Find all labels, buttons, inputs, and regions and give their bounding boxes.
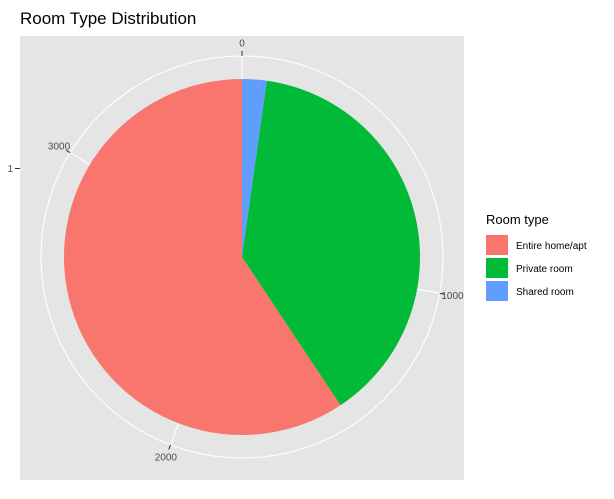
legend-label-entire-home-apt: Entire home/apt [516,241,587,252]
legend-key-shared-room [486,281,508,301]
theta-tick-mark [168,444,171,450]
pie-slice-shared-room [242,79,267,257]
legend-label-shared-room: Shared room [516,287,574,298]
theta-tick-label: 0 [239,39,245,50]
legend-title: Room type [486,212,549,227]
theta-tick-label: 3000 [48,141,71,152]
theta-tick-label: 2000 [155,453,178,464]
legend-key-private-room [486,258,508,278]
theta-tick-mark [439,292,445,295]
legend-key-entire-home-apt [486,235,508,255]
legend-label-private-room: Private room [516,264,573,275]
theta-tick-mark [65,149,71,154]
pie-slice-entire-home-apt [64,79,341,435]
theta-tick-layer: 0 1000 2000 3000 [48,39,464,464]
theta-tick-label: 1000 [441,291,464,302]
legend: Room type Entire home/apt Private room Sha… [486,212,587,301]
y-axis-tick-label: 1 [7,164,13,175]
slice-layer [64,79,421,435]
chart-title: Room Type Distribution [20,9,196,28]
pie-slice-private-room [242,80,421,406]
